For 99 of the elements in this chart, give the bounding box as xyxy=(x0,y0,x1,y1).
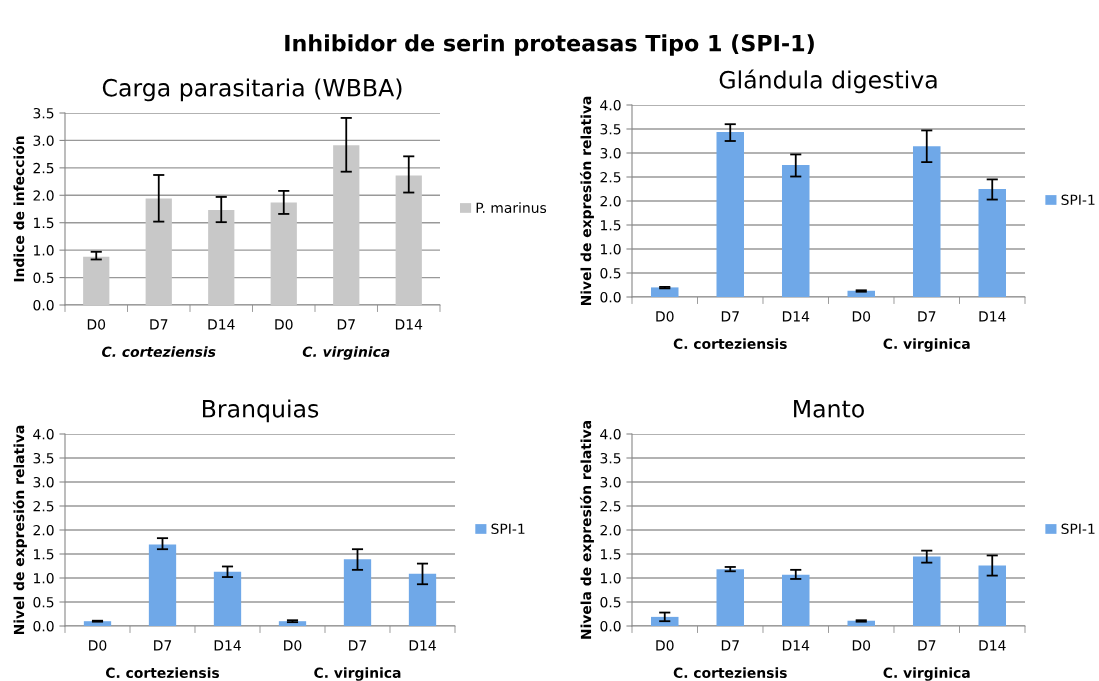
y-axis-title: Nivel de expresión relativa xyxy=(579,96,594,306)
chart-title: Carga parasitaria (WBBA) xyxy=(102,78,402,102)
text: C. virginica xyxy=(314,667,401,681)
y-tick-label: 0.0 xyxy=(33,620,54,632)
y-tick-label: 1.0 xyxy=(601,243,621,255)
x-tick-label: D14 xyxy=(979,640,1006,651)
y-tick-label: 1.0 xyxy=(34,572,54,584)
x-tick-label: D14 xyxy=(409,640,436,651)
bar xyxy=(145,198,172,305)
x-tick-label: D14 xyxy=(782,311,810,322)
y-tick-label: 1.5 xyxy=(34,217,54,229)
y-tick-label: 3.5 xyxy=(600,123,621,135)
bar xyxy=(148,544,177,626)
x-tick-label: D0 xyxy=(284,640,302,651)
y-axis-title: Nivela de expresión relativa xyxy=(579,421,594,639)
y-tick-label: 0.0 xyxy=(600,620,621,632)
y-tick-label: 3.5 xyxy=(33,107,54,119)
y-tick-label: 1.0 xyxy=(34,245,54,256)
y-tick-label: 0.5 xyxy=(600,267,621,279)
y-tick-label: 3.0 xyxy=(600,147,621,159)
y-tick-label: 2.5 xyxy=(33,162,54,174)
text: Inhibidor de serin proteasas Tipo 1 (SPI-1) xyxy=(285,34,814,56)
legend-label: SPI-1 xyxy=(1061,523,1095,535)
x-tick-label: D0 xyxy=(87,319,106,330)
chart-title: Glándula digestiva xyxy=(719,69,937,94)
bar xyxy=(781,165,810,297)
x-tick-label: D7 xyxy=(721,640,739,651)
y-tick-label: 0.0 xyxy=(600,291,621,303)
text: C. corteziensis xyxy=(673,667,787,679)
bar xyxy=(912,146,941,297)
y-tick-label: 1.0 xyxy=(601,572,621,584)
bar xyxy=(213,571,242,626)
y-tick-label: 2.0 xyxy=(600,195,621,207)
y-tick-label: 0.5 xyxy=(600,596,621,608)
y-tick-label: 3.5 xyxy=(33,452,54,464)
x-tick-label: D7 xyxy=(918,640,936,651)
bar xyxy=(395,175,422,305)
text: C. virginica xyxy=(302,346,390,360)
bar xyxy=(208,210,235,305)
y-tick-label: 4.0 xyxy=(600,428,621,440)
text: C. virginica xyxy=(883,667,970,681)
y-axis-title: Nivel de expresión relativa xyxy=(12,425,27,635)
x-tick-label: D0 xyxy=(656,640,674,651)
y-tick-label: 3.0 xyxy=(33,135,54,146)
y-tick-label: 3.0 xyxy=(600,476,621,488)
y-tick-label: 4.0 xyxy=(600,99,621,111)
x-tick-label: D7 xyxy=(918,311,936,322)
x-tick-label: D14 xyxy=(782,640,810,651)
y-tick-label: 2.0 xyxy=(33,524,54,536)
x-tick-label: D0 xyxy=(852,311,871,322)
x-tick-label: D7 xyxy=(721,311,739,322)
bar xyxy=(343,559,372,626)
y-tick-label: 3.0 xyxy=(33,476,54,488)
x-tick-label: D7 xyxy=(349,640,367,651)
y-tick-label: 1.5 xyxy=(34,549,54,560)
x-tick-label: D14 xyxy=(979,311,1006,322)
y-tick-label: 2.5 xyxy=(33,500,54,512)
bar xyxy=(978,189,1006,297)
x-tick-label: D0 xyxy=(275,319,293,330)
bar xyxy=(978,565,1006,626)
bar xyxy=(333,145,360,305)
text: C. corteziensis xyxy=(105,667,220,679)
x-tick-label: D7 xyxy=(154,640,172,651)
y-tick-label: 2.0 xyxy=(33,190,54,201)
x-tick-label: D14 xyxy=(395,319,423,330)
y-tick-label: 0.5 xyxy=(33,272,54,284)
y-tick-label: 0.5 xyxy=(33,596,54,608)
x-tick-label: D0 xyxy=(656,311,674,322)
chart-title: Manto xyxy=(794,400,864,418)
chart-title: Branquias xyxy=(203,399,319,423)
legend-label: SPI-1 xyxy=(491,523,525,535)
bar xyxy=(912,556,941,626)
x-tick-label: D0 xyxy=(852,640,871,651)
y-tick-label: 2.5 xyxy=(600,500,621,512)
y-tick-label: 0.0 xyxy=(33,299,54,311)
bar xyxy=(781,574,810,626)
y-tick-label: 4.0 xyxy=(33,428,54,440)
y-tick-label: 1.5 xyxy=(601,549,621,560)
legend-label: P. marinus xyxy=(476,202,547,214)
y-tick-label: 1.5 xyxy=(601,220,621,231)
bar xyxy=(408,573,437,626)
y-tick-label: 3.5 xyxy=(600,452,621,464)
x-tick-label: D7 xyxy=(337,319,355,330)
bar xyxy=(270,202,297,305)
legend-label: SPI-1 xyxy=(1061,194,1095,206)
x-tick-label: D0 xyxy=(89,640,107,651)
x-tick-label: D7 xyxy=(150,319,168,330)
text: C. corteziensis xyxy=(102,346,216,358)
bar xyxy=(716,569,744,626)
text: C. corteziensis xyxy=(673,338,787,350)
y-tick-label: 2.5 xyxy=(600,171,621,183)
bar xyxy=(716,131,744,297)
x-tick-label: D14 xyxy=(214,640,241,651)
x-tick-label: D14 xyxy=(208,319,235,330)
bar xyxy=(650,287,679,297)
y-axis-title: Indice de infección xyxy=(12,136,25,282)
bar xyxy=(83,256,110,305)
text: C. virginica xyxy=(883,338,970,352)
y-tick-label: 2.0 xyxy=(600,524,621,536)
